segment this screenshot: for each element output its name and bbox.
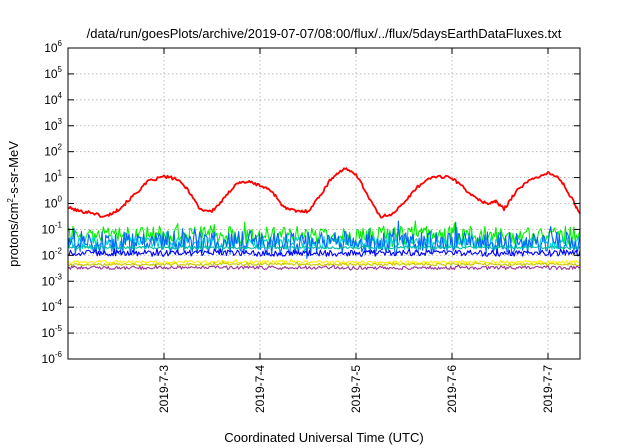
plot-series <box>67 167 581 271</box>
x-axis-title: Coordinated Universal Time (UTC) <box>224 430 423 445</box>
gridlines <box>68 48 580 359</box>
y-tick-label: 102 <box>44 143 62 159</box>
x-tick-label: 2019-7-5 <box>349 365 363 413</box>
y-tick-label: 10-4 <box>42 298 63 314</box>
x-tick-label: 2019-7-7 <box>541 365 555 413</box>
x-axis: 2019-7-3 2019-7-4 2019-7-5 2019-7-6 2019-7-7 <box>157 48 555 413</box>
series-line <box>67 246 581 257</box>
y-tick-label: 10-5 <box>42 324 63 340</box>
y-tick-label: 106 <box>44 39 62 55</box>
series-line <box>67 167 581 219</box>
y-tick-label: 10-2 <box>42 246 63 262</box>
series-line <box>67 220 581 247</box>
y-tick-label: 10-6 <box>42 350 63 366</box>
y-tick-label: 10-3 <box>42 272 63 288</box>
y-tick-label: 101 <box>44 169 62 185</box>
y-tick-label: 10-1 <box>42 220 63 236</box>
series-line <box>67 220 581 260</box>
y-axis: 10-6 10-5 10-4 10-3 10-2 10-1 100 101 102 103 104 1… <box>42 39 580 366</box>
y-tick-label: 103 <box>44 117 62 133</box>
chart-title: /data/run/goesPlots/archive/2019-07-07/0… <box>87 26 562 41</box>
x-tick-label: 2019-7-3 <box>157 365 171 413</box>
series-line <box>67 264 581 271</box>
series-line <box>67 258 581 265</box>
y-axis-title: protons/cm2-s-sr-MeV <box>6 141 21 267</box>
x-tick-label: 2019-7-6 <box>445 365 459 413</box>
y-axis-title-units: -s-sr-MeV <box>6 141 21 198</box>
y-axis-title-exponent: 2 <box>6 198 15 203</box>
y-tick-label: 100 <box>44 195 62 211</box>
y-tick-label: 105 <box>44 65 62 81</box>
x-tick-label: 2019-7-4 <box>253 365 267 413</box>
y-tick-label: 104 <box>44 91 62 107</box>
y-axis-title-main: protons/cm <box>6 203 21 267</box>
series-line <box>68 244 581 250</box>
series-line <box>67 261 581 267</box>
